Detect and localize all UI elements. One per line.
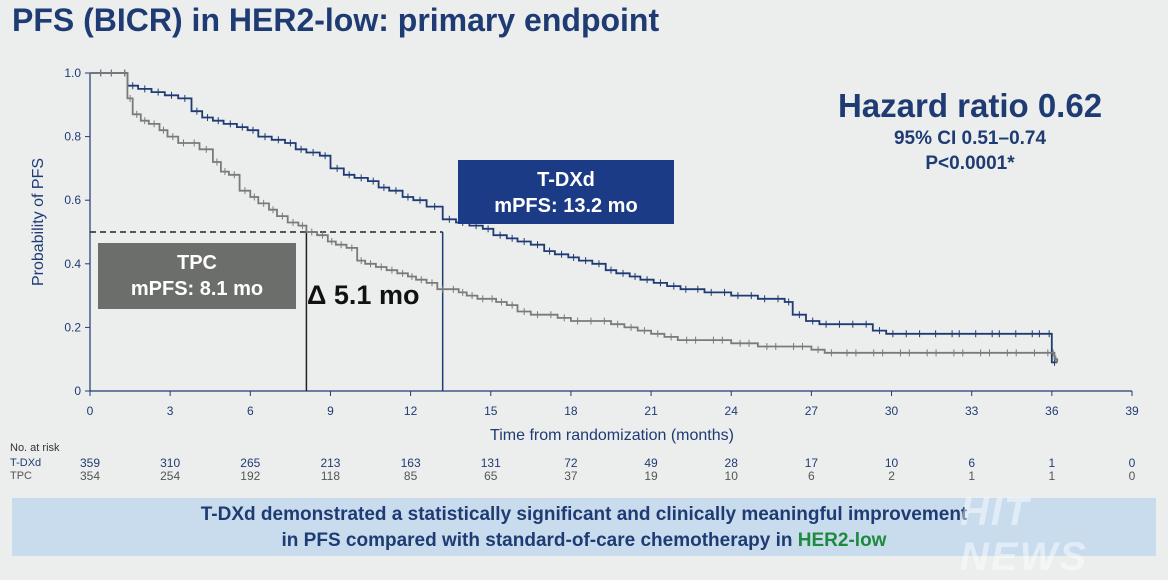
risk-count-tpc: 19: [644, 469, 658, 483]
x-tick-label: 36: [1045, 404, 1059, 418]
chart-axes: 00.20.40.60.81.00 3 6 9 12 15 18 21 24 27 30 33 36 39: [64, 66, 1139, 418]
x-axis-label: Time from randomization (months): [490, 427, 734, 444]
x-tick-label: 12: [404, 404, 418, 418]
banner-line-2: in PFS compared with standard-of-care ch…: [12, 528, 1156, 554]
tpc-mpfs: mPFS: 8.1 mo: [130, 278, 264, 300]
risk-count-tpc: 118: [320, 469, 341, 483]
banner-highlight: HER2-low: [797, 530, 887, 551]
risk-count-tdxd: 1: [1048, 456, 1056, 470]
risk-count-tdxd: 72: [564, 456, 578, 470]
tpc-name: TPC: [177, 252, 217, 274]
risk-count-tdxd: 310: [160, 456, 181, 470]
x-tick-label: 33: [965, 404, 979, 418]
x-tick-label: 0: [87, 404, 94, 418]
y-tick-label: 0: [74, 384, 81, 398]
risk-count-tpc: 10: [724, 469, 738, 483]
risk-count-tpc: 6: [808, 469, 815, 483]
hazard-ratio: Hazard ratio 0.62: [837, 87, 1103, 124]
x-tick-label: 18: [564, 404, 578, 418]
km-curves: [90, 69, 1059, 366]
conclusion-banner: T-DXd demonstrated a statistically signi…: [12, 498, 1156, 556]
tpc-median-label: TPC mPFS: 8.1 mo: [98, 243, 296, 309]
risk-count-tdxd: 359: [79, 456, 101, 470]
banner-line-2-text: in PFS compared with standard-of-care ch…: [281, 530, 798, 551]
risk-count-tdxd: 163: [400, 456, 421, 470]
x-tick-label: 39: [1125, 404, 1139, 418]
risk-count-tdxd: 6: [968, 456, 976, 470]
risk-count-tdxd: 49: [644, 456, 658, 470]
x-tick-label: 27: [805, 404, 819, 418]
risk-count-tpc: 65: [484, 469, 498, 483]
risk-count-tpc: 254: [160, 469, 181, 483]
risk-count-tdxd: 10: [884, 456, 899, 470]
tdxd-name: T-DXd: [537, 169, 595, 191]
risk-count-tdxd: 28: [724, 456, 738, 470]
x-tick-label: 3: [167, 404, 174, 418]
risk-count-tpc: 85: [403, 469, 418, 483]
x-tick-label: 15: [484, 404, 498, 418]
risk-count-tpc: 192: [240, 469, 261, 483]
median-reference-lines: [90, 231, 444, 391]
risk-row-label-tdxd: T-DXd: [10, 457, 42, 469]
y-tick-label: 1.0: [64, 66, 81, 80]
risk-count-tpc: 1: [968, 469, 976, 483]
hazard-ratio-box: Hazard ratio 0.62 95% CI 0.51–0.74 P<0.0…: [800, 86, 1140, 176]
x-tick-label: 21: [644, 404, 658, 418]
y-tick-label: 0.8: [64, 130, 81, 144]
risk-count-tpc: 0: [1128, 469, 1136, 483]
p-value: P<0.0001*: [925, 153, 1015, 174]
risk-count-tpc: 37: [564, 469, 578, 483]
risk-count-tdxd: 265: [240, 456, 261, 470]
y-tick-label: 0.6: [64, 193, 81, 207]
x-tick-label: 24: [725, 404, 739, 418]
risk-count-tpc: 2: [888, 469, 895, 483]
y-axis-label: Probability of PFS: [30, 158, 47, 286]
risk-count-tdxd: 17: [804, 456, 819, 470]
risk-count-tdxd: 213: [320, 456, 341, 470]
tdxd-curve: [90, 72, 1058, 364]
watermark-logo: HIT NEWS: [960, 490, 1088, 579]
y-tick-label: 0.4: [64, 257, 81, 271]
median-difference: Δ 5.1 mo: [307, 280, 420, 310]
x-tick-label: 30: [885, 404, 899, 418]
confidence-interval: 95% CI 0.51–0.74: [893, 128, 1047, 149]
y-tick-label: 0.2: [64, 320, 81, 334]
page-title: PFS (BICR) in HER2-low: primary endpoint: [12, 2, 660, 38]
risk-count-tpc: 354: [79, 469, 101, 483]
risk-count-tpc: 1: [1048, 469, 1056, 483]
risk-count-tdxd: 0: [1128, 456, 1136, 470]
x-tick-label: 9: [327, 404, 334, 418]
km-chart: 00.20.40.60.81.00 3 6 9 12 15 18 21 24 27 30 33 36 39…: [30, 66, 1139, 444]
risk-count-tdxd: 131: [480, 456, 501, 470]
tdxd-mpfs: mPFS: 13.2 mo: [494, 195, 638, 217]
risk-table-title: No. at risk: [10, 442, 60, 454]
risk-row-label-tpc: TPC: [10, 470, 32, 482]
tdxd-median-label: T-DXd mPFS: 13.2 mo: [458, 160, 674, 224]
x-tick-label: 6: [247, 404, 254, 418]
banner-line-1: T-DXd demonstrated a statistically signi…: [200, 504, 968, 525]
